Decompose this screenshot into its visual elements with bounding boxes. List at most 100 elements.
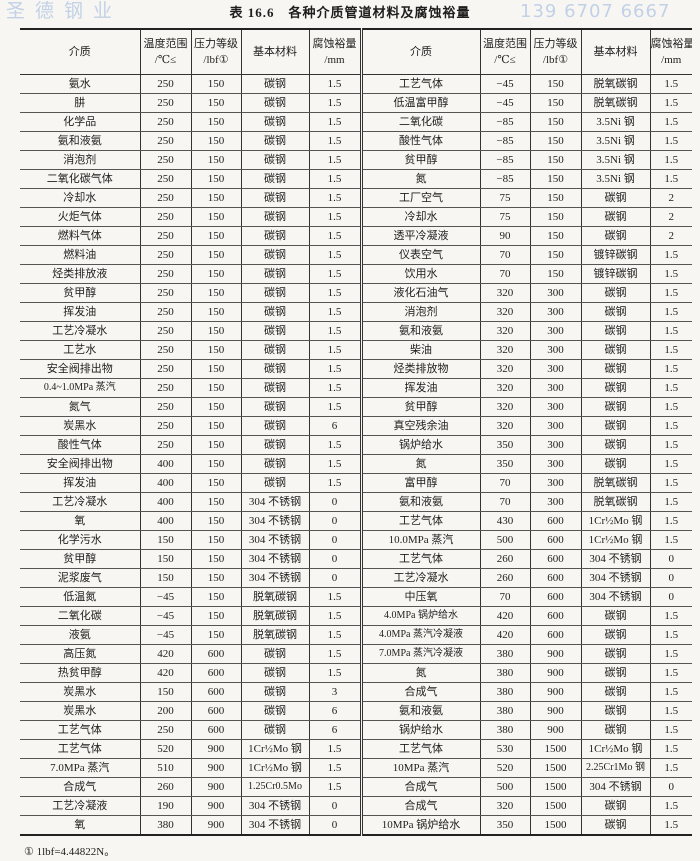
temperature-cell: 250	[139, 207, 191, 227]
pressure-class-cell: 150	[190, 207, 241, 227]
medium-cell: 冷却水	[20, 188, 140, 208]
pressure-class-cell: 150	[190, 188, 241, 208]
table-body: 氨水 250 150 碳钢 1.5 工艺气体 −45 150 脱氧碳钢 1.5 肼 250 150 碳钢 1…	[20, 74, 692, 836]
material-cell: 碳钢	[580, 625, 650, 645]
corrosion-allowance-cell: 1.5	[649, 169, 692, 189]
temperature-cell: 70	[479, 245, 530, 265]
medium-cell: 合成气	[359, 682, 480, 702]
table-row: 肼 250 150 碳钢 1.5 低温富甲醇 −45 150 脱氧碳钢 1.5	[20, 93, 692, 113]
material-cell: 304 不锈钢	[240, 530, 309, 550]
table-row: 工艺水 250 150 碳钢 1.5 柴油 320 300 碳钢 1.5	[20, 340, 692, 360]
corrosion-allowance-cell: 1.5	[308, 112, 361, 132]
medium-cell: 燃料油	[20, 245, 140, 265]
pressure-class-cell: 900	[529, 663, 581, 683]
temperature-cell: 320	[479, 796, 530, 816]
corrosion-allowance-cell: 1.5	[308, 283, 361, 303]
medium-cell: 消泡剂	[359, 302, 480, 322]
table-row: 液氨 −45 150 脱氧碳钢 1.5 4.0MPa 蒸汽冷凝液 420 600 碳钢 1.5	[20, 625, 692, 645]
temperature-cell: 400	[139, 492, 191, 512]
medium-cell: 低温氮	[20, 587, 140, 607]
table-row: 燃料气体 250 150 碳钢 1.5 透平冷凝液 90 150 碳钢 2	[20, 226, 692, 246]
temperature-cell: 250	[139, 74, 191, 94]
medium-cell: 贫甲醇	[359, 150, 480, 170]
watermark-phone: 139 6707 6667	[520, 1, 671, 22]
material-cell: 碳钢	[580, 397, 650, 417]
medium-cell: 氨和液氨	[20, 131, 140, 151]
pressure-class-cell: 300	[529, 492, 581, 512]
pressure-class-cell: 150	[190, 359, 241, 379]
material-cell: 碳钢	[580, 188, 650, 208]
corrosion-allowance-cell: 0	[308, 568, 361, 588]
table-row: 合成气 260 900 1.25Cr0.5Mo 1.5 合成气 500 1500 304 不锈钢…	[20, 777, 692, 797]
material-cell: 3.5Ni 钢	[580, 150, 650, 170]
material-cell: 1Cr½Mo 钢	[580, 530, 650, 550]
corrosion-allowance-cell: 2	[649, 207, 692, 227]
material-cell: 碳钢	[240, 720, 309, 740]
corrosion-allowance-cell: 1.5	[649, 131, 692, 151]
temperature-cell: 320	[479, 321, 530, 341]
pressure-class-cell: 600	[190, 663, 241, 683]
temperature-cell: 420	[139, 644, 191, 664]
pressure-class-cell: 900	[529, 720, 581, 740]
temperature-cell: 520	[139, 739, 191, 759]
table-row: 7.0MPa 蒸汽 510 900 1Cr½Mo 钢 1.5 10MPa 蒸汽 520 150…	[20, 758, 692, 778]
pressure-class-cell: 150	[529, 93, 581, 113]
corrosion-allowance-cell: 1.5	[308, 188, 361, 208]
pressure-class-cell: 150	[190, 169, 241, 189]
temperature-cell: 250	[139, 378, 191, 398]
medium-cell: 氨和液氨	[359, 492, 480, 512]
temperature-cell: 320	[479, 340, 530, 360]
pressure-class-cell: 300	[529, 302, 581, 322]
table-row: 工艺冷凝水 250 150 碳钢 1.5 氨和液氨 320 300 碳钢 1.5	[20, 321, 692, 341]
medium-cell: 二氧化碳	[359, 112, 480, 132]
medium-cell: 4.0MPa 蒸汽冷凝液	[359, 625, 480, 645]
temperature-cell: 250	[139, 397, 191, 417]
pressure-class-cell: 900	[529, 701, 581, 721]
corrosion-allowance-cell: 1.5	[308, 454, 361, 474]
medium-cell: 挥发油	[359, 378, 480, 398]
pressure-class-cell: 150	[190, 587, 241, 607]
header-pressure-class-unit: /lbf①	[203, 54, 229, 66]
corrosion-allowance-cell: 6	[308, 416, 361, 436]
corrosion-allowance-cell: 1.5	[308, 739, 361, 759]
material-cell: 304 不锈钢	[240, 568, 309, 588]
material-cell: 镀锌碳钢	[580, 245, 650, 265]
material-cell: 碳钢	[240, 397, 309, 417]
pressure-class-cell: 600	[529, 530, 581, 550]
material-cell: 镀锌碳钢	[580, 264, 650, 284]
table-row: 火炬气体 250 150 碳钢 1.5 冷却水 75 150 碳钢 2	[20, 207, 692, 227]
material-cell: 碳钢	[580, 207, 650, 227]
material-cell: 304 不锈钢	[240, 796, 309, 816]
corrosion-allowance-cell: 1.5	[649, 264, 692, 284]
medium-cell: 炭黑水	[20, 682, 140, 702]
table-row: 热贫甲醇 420 600 碳钢 1.5 氮 380 900 碳钢 1.5	[20, 663, 692, 683]
corrosion-allowance-cell: 1.5	[308, 359, 361, 379]
medium-cell: 燃料气体	[20, 226, 140, 246]
corrosion-allowance-cell: 0	[649, 777, 692, 797]
medium-cell: 中压氧	[359, 587, 480, 607]
material-cell: 碳钢	[240, 169, 309, 189]
corrosion-allowance-cell: 0	[308, 815, 361, 836]
medium-cell: 氮气	[20, 397, 140, 417]
pressure-class-cell: 600	[529, 568, 581, 588]
corrosion-allowance-cell: 1.5	[649, 150, 692, 170]
pressure-class-cell: 150	[190, 131, 241, 151]
table-row: 酸性气体 250 150 碳钢 1.5 锅炉给水 350 300 碳钢 1.5	[20, 435, 692, 455]
medium-cell: 工艺气体	[359, 511, 480, 531]
medium-cell: 工艺冷凝水	[20, 321, 140, 341]
material-cell: 碳钢	[580, 302, 650, 322]
temperature-cell: 380	[479, 701, 530, 721]
medium-cell: 柴油	[359, 340, 480, 360]
medium-cell: 合成气	[20, 777, 140, 797]
material-cell: 304 不锈钢	[240, 511, 309, 531]
table-row: 工艺气体 520 900 1Cr½Mo 钢 1.5 工艺气体 530 1500 1Cr½Mo 钢…	[20, 739, 692, 759]
material-cell: 1Cr½Mo 钢	[240, 739, 309, 759]
header-corrosion-allowance-label: 腐蚀裕量	[312, 38, 357, 50]
material-cell: 碳钢	[580, 283, 650, 303]
corrosion-allowance-cell: 1.5	[308, 302, 361, 322]
temperature-cell: 250	[139, 150, 191, 170]
pressure-class-cell: 1500	[529, 796, 581, 816]
pressure-class-cell: 300	[529, 283, 581, 303]
medium-cell: 泥浆废气	[20, 568, 140, 588]
material-cell: 脱氧碳钢	[580, 473, 650, 493]
